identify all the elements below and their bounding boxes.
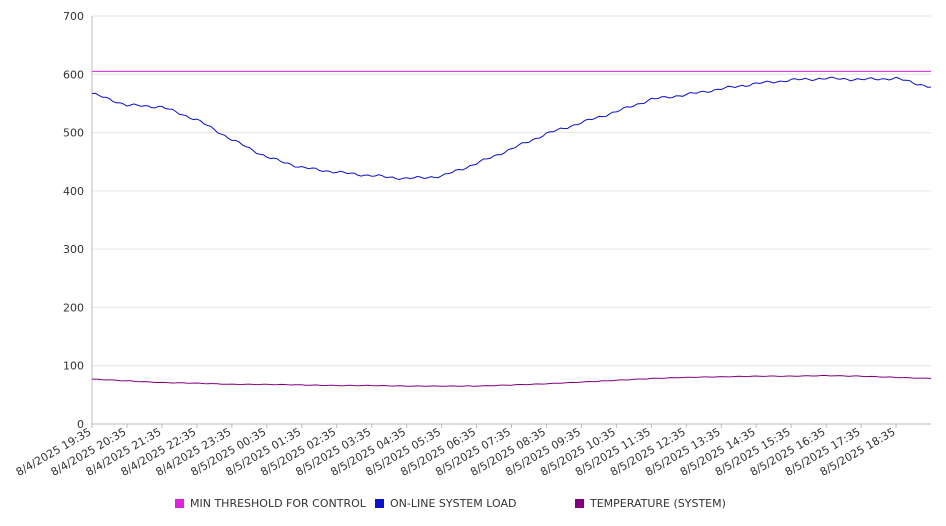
temperature-line bbox=[92, 374, 932, 387]
y-tick-label: 400 bbox=[63, 185, 84, 198]
y-tick-label: 300 bbox=[63, 243, 84, 256]
legend-label-temperature: TEMPERATURE (SYSTEM) bbox=[590, 497, 726, 510]
series-lines bbox=[91, 70, 932, 387]
legend-item-min-threshold: MIN THRESHOLD FOR CONTROL bbox=[175, 497, 366, 510]
y-tick-label: 0 bbox=[77, 418, 84, 431]
y-tick-label: 700 bbox=[63, 10, 84, 23]
grid bbox=[92, 15, 931, 367]
y-tick-label: 500 bbox=[63, 127, 84, 140]
legend-label-min-threshold: MIN THRESHOLD FOR CONTROL bbox=[190, 497, 366, 510]
y-tick-labels: 0 100 200 300 400 500 600 700 bbox=[63, 10, 84, 431]
axes bbox=[91, 16, 931, 425]
legend-item-temperature: TEMPERATURE (SYSTEM) bbox=[575, 497, 726, 510]
legend-label-system-load: ON-LINE SYSTEM LOAD bbox=[390, 497, 517, 510]
y-tick-label: 200 bbox=[63, 301, 84, 314]
legend-item-system-load: ON-LINE SYSTEM LOAD bbox=[375, 497, 516, 510]
legend-swatch-temperature bbox=[575, 499, 584, 508]
legend: MIN THRESHOLD FOR CONTROL ON-LINE SYSTEM… bbox=[0, 497, 946, 515]
legend-swatch-system-load bbox=[375, 499, 384, 508]
x-tick-labels: 8/4/2025 19:358/4/2025 20:358/4/2025 21:… bbox=[14, 424, 898, 479]
legend-swatch-min-threshold bbox=[175, 499, 184, 508]
system-load-line bbox=[91, 76, 932, 181]
y-tick-label: 100 bbox=[63, 360, 84, 373]
y-tick-label: 600 bbox=[63, 68, 84, 81]
